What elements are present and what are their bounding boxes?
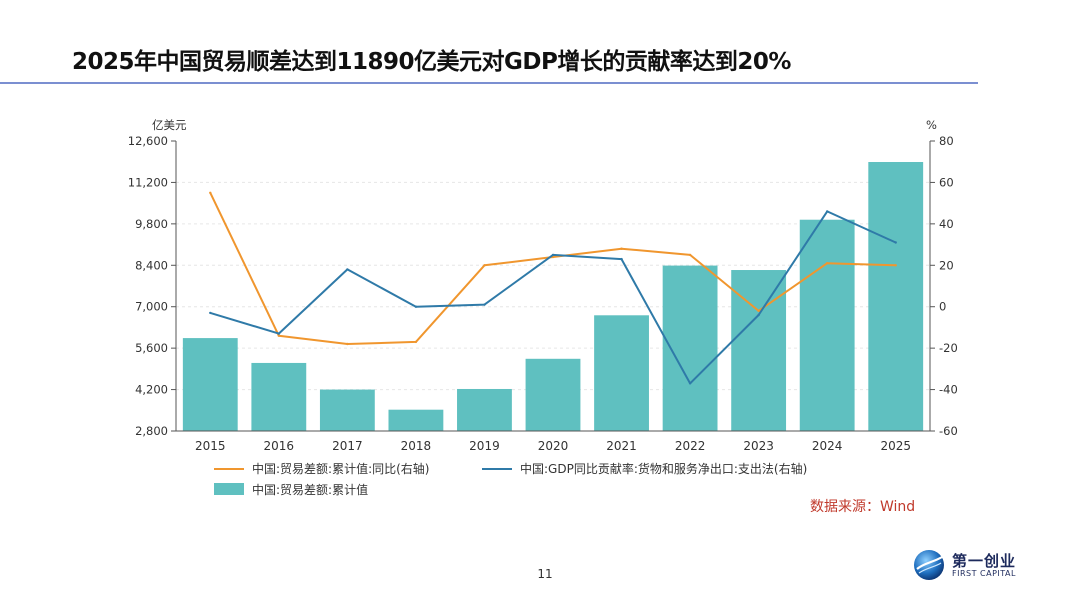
- bar-2021: [594, 315, 649, 431]
- x-tick-label: 2016: [264, 439, 295, 453]
- left-tick-label: 2,800: [135, 424, 168, 438]
- left-tick-label: 11,200: [128, 175, 168, 189]
- x-tick-label: 2021: [606, 439, 637, 453]
- line-point: [757, 309, 760, 313]
- line-series-2: [210, 210, 897, 385]
- bar-2024: [799, 219, 855, 431]
- title-divider: [0, 82, 978, 84]
- page-number: 11: [537, 567, 553, 581]
- right-tick-label: 40: [939, 217, 954, 231]
- line-point: [620, 247, 623, 250]
- company-logo: 第一创业 FIRST CAPITAL: [912, 548, 1062, 584]
- logo-text-en: FIRST CAPITAL: [952, 569, 1016, 578]
- line-point: [346, 268, 349, 271]
- left-tick-label: 4,200: [135, 383, 168, 397]
- line-point: [277, 332, 281, 335]
- right-tick-label: 80: [939, 134, 954, 148]
- x-tick-label: 2022: [675, 439, 706, 453]
- x-tick-label: 2017: [332, 439, 363, 453]
- line-point: [825, 210, 829, 213]
- line-point: [620, 257, 623, 261]
- line-point: [277, 334, 281, 337]
- line-point: [414, 305, 418, 308]
- legend-label-yoy: 中国:贸易差额:累计值:同比(右轴): [252, 461, 430, 476]
- x-tick-label: 2024: [812, 439, 843, 453]
- line-point: [483, 264, 486, 267]
- data-source: 数据来源：Wind: [810, 499, 915, 515]
- right-tick-label: 20: [939, 258, 954, 272]
- bar-2017: [319, 389, 375, 431]
- line-point: [346, 342, 349, 346]
- line-point: [688, 253, 692, 257]
- right-tick-label: -20: [939, 341, 958, 355]
- x-tick-label: 2018: [401, 439, 432, 453]
- right-tick-label: 60: [939, 175, 954, 189]
- slide-title: 2025年中国贸易顺差达到11890亿美元对GDP增长的贡献率达到20%: [72, 49, 791, 75]
- x-tick-label: 2020: [538, 439, 569, 453]
- x-tick-label: 2023: [743, 439, 774, 453]
- line-point: [757, 313, 760, 317]
- line-point: [551, 253, 555, 257]
- bar-2020: [525, 358, 581, 431]
- right-tick-label: -60: [939, 424, 958, 438]
- right-tick-label: -40: [939, 383, 958, 397]
- bar-2016: [251, 362, 307, 431]
- line-point: [688, 382, 692, 385]
- x-tick-label: 2019: [469, 439, 500, 453]
- line-point: [825, 262, 829, 265]
- line-point: [414, 340, 418, 344]
- bar-2015: [182, 338, 238, 431]
- legend-swatch-bar: [214, 483, 244, 495]
- globe-logo-icon: [914, 550, 944, 580]
- line-point: [894, 264, 897, 267]
- line-point: [209, 191, 212, 194]
- bar-2025: [868, 162, 924, 432]
- line-point: [483, 303, 486, 306]
- left-tick-label: 8,400: [135, 258, 168, 272]
- legend-label-trade-balance: 中国:贸易差额:累计值: [252, 482, 368, 497]
- line-series-1: [209, 192, 896, 345]
- left-axis-unit: 亿美元: [152, 118, 187, 132]
- logo-text-cn: 第一创业: [952, 552, 1017, 570]
- x-tick-label: 2025: [880, 439, 911, 453]
- left-tick-label: 12,600: [128, 134, 168, 148]
- right-tick-label: 0: [939, 300, 946, 314]
- left-tick-label: 5,600: [135, 341, 168, 355]
- legend-label-gdp-contribution: 中国:GDP同比贡献率:货物和服务净出口:支出法(右轴): [520, 461, 807, 476]
- right-axis-unit: %: [926, 118, 937, 132]
- left-tick-label: 9,800: [135, 217, 168, 231]
- line-point: [209, 311, 212, 315]
- bar-2019: [457, 388, 512, 431]
- bar-2018: [388, 409, 444, 431]
- x-tick-label: 2015: [195, 439, 226, 453]
- left-tick-label: 7,000: [135, 300, 168, 314]
- line-point: [894, 241, 897, 244]
